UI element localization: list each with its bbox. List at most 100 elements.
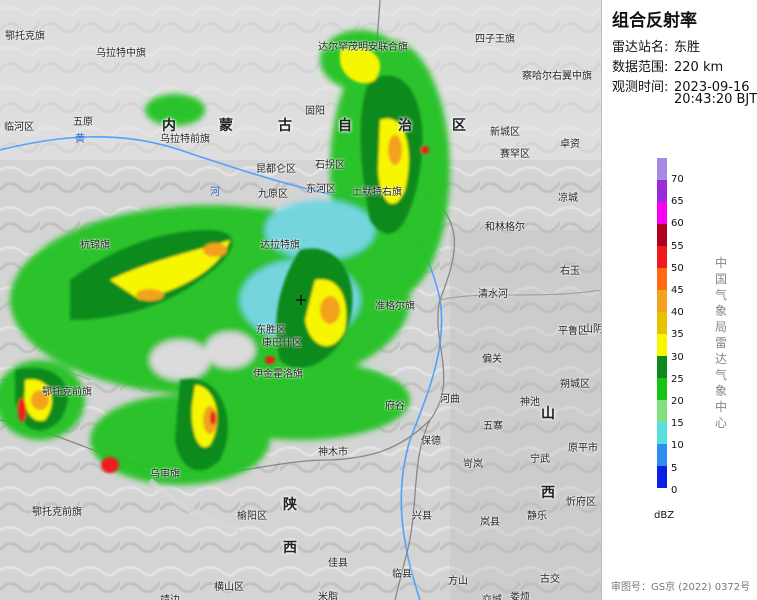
place-label: 府谷: [385, 401, 405, 412]
time-clock: 20:43:20 BJT: [674, 92, 757, 107]
range-key: 数据范围:: [612, 60, 669, 75]
place-label: 河曲: [440, 394, 460, 405]
place-label: 佳县: [328, 558, 348, 569]
province-label: 西: [541, 485, 555, 501]
legend-tick-label: 50: [671, 262, 684, 274]
place-label: 四子王旗: [475, 34, 515, 45]
place-label: 山阴: [583, 324, 601, 335]
place-label: 平鲁区: [558, 326, 588, 337]
legend-tick-label: 60: [671, 218, 684, 230]
place-label: 东河区: [306, 184, 336, 195]
radar-map[interactable]: 鄂托克旗 乌拉特中旗 达尔罕茂明安联合旗 四子王旗 察哈尔右翼中旗 临河区 五原 固阳 新城区卓…: [0, 0, 601, 600]
place-label: 靖边: [160, 591, 180, 600]
place-label: 米脂: [318, 592, 338, 600]
place-label: 鄂托克旗: [5, 31, 45, 42]
place-label: 伊金霍洛旗: [253, 369, 303, 380]
place-label: 杭锦旗: [80, 240, 110, 251]
river-label: 黄: [75, 134, 85, 145]
station-row: 雷达站名: 东胜: [612, 36, 700, 55]
legend-swatch: [657, 378, 667, 400]
place-label: 新城区: [490, 127, 520, 138]
place-label: 乌拉特前旗: [160, 134, 210, 145]
time-row: 观测时间: 2023-09-16: [612, 76, 750, 95]
place-label: 达拉特旗: [260, 240, 300, 251]
legend-swatch: [657, 312, 667, 334]
range-value: 220 km: [674, 60, 724, 75]
place-label: 鄂托克前旗: [32, 507, 82, 518]
place-label: 保德: [421, 436, 441, 447]
province-label: 区: [452, 118, 466, 134]
legend-swatch: [657, 334, 667, 356]
place-label: 赛罕区: [500, 149, 530, 160]
legend-tick-label: 70: [671, 174, 684, 185]
legend-tick-label: 5: [671, 462, 678, 474]
info-panel: 组合反射率 雷达站名: 东胜 数据范围: 220 km 观测时间: 2023-09-1…: [601, 0, 757, 600]
place-label: 固阳: [305, 106, 325, 117]
place-label: 方山: [448, 576, 468, 587]
place-label: 交城: [482, 591, 502, 600]
legend-swatch: [657, 180, 667, 202]
radar-echo-core: [15, 47, 429, 473]
legend-swatch: [657, 224, 667, 246]
place-label: 五原: [73, 117, 93, 128]
place-label: 准格尔旗: [375, 301, 415, 312]
legend-swatch: [657, 290, 667, 312]
province-label: 陕: [283, 497, 297, 513]
place-label: 凉城: [558, 193, 578, 204]
legend-swatch: [657, 466, 667, 488]
color-legend: [657, 158, 667, 488]
range-row: 数据范围: 220 km: [612, 56, 723, 75]
map-canvas: [0, 0, 601, 600]
place-label: 清水河: [478, 289, 508, 300]
legend-swatch: [657, 268, 667, 290]
legend-unit: dBZ: [654, 510, 675, 521]
place-label: 土默特右旗: [352, 187, 402, 198]
place-label: 岢岚: [463, 459, 483, 470]
place-label: 五寨: [483, 421, 503, 432]
place-label: 乌审旗: [150, 469, 180, 480]
legend-swatch: [657, 422, 667, 444]
legend-tick-label: 20: [671, 396, 684, 407]
legend-tick-label: 65: [671, 196, 684, 208]
place-label: 东胜区: [256, 325, 286, 336]
legend-swatch: [657, 246, 667, 268]
legend-tick-label: 15: [671, 418, 684, 430]
province-label: 自: [338, 118, 352, 134]
place-label: 察哈尔右翼中旗: [522, 71, 592, 82]
place-label: 石拐区: [315, 160, 345, 171]
place-label: 右玉: [560, 266, 580, 277]
radar-station-marker: [296, 295, 306, 305]
place-label: 神池: [520, 397, 540, 408]
place-label: 古交: [540, 574, 560, 585]
province-label: 古: [278, 118, 292, 134]
legend-tick-label: 40: [671, 307, 684, 319]
legend-swatch: [657, 202, 667, 224]
legend-tick-label: 45: [671, 285, 684, 296]
place-label: 娄烦: [510, 592, 530, 600]
legend-swatch: [657, 158, 667, 180]
place-label: 原平市: [568, 443, 598, 454]
place-label: 偏关: [482, 354, 502, 365]
province-label: 蒙: [219, 118, 233, 134]
station-value: 东胜: [674, 40, 701, 55]
legend-tick-label: 25: [671, 373, 684, 385]
province-label: 内: [162, 118, 176, 134]
place-label: 榆阳区: [237, 511, 267, 522]
legend-tick-label: 55: [671, 240, 684, 252]
place-label: 兴县: [412, 511, 432, 522]
place-label: 横山区: [214, 582, 244, 593]
place-label: 朔城区: [560, 379, 590, 390]
legend-tick-label: 30: [671, 351, 684, 363]
province-label: 治: [398, 118, 412, 134]
legend-tick-label: 10: [671, 440, 684, 452]
place-label: 临河区: [4, 122, 34, 133]
place-label: 和林格尔: [485, 222, 525, 233]
product-title: 组合反射率: [612, 11, 697, 31]
place-label: 康巴什区: [262, 338, 302, 349]
place-label: 昆都仑区: [256, 164, 296, 175]
legend-swatch: [657, 444, 667, 466]
place-label: 鄂托克前旗: [42, 387, 92, 398]
place-label: 乌拉特中旗: [96, 48, 146, 59]
legend-tick-label: 0: [671, 484, 678, 496]
